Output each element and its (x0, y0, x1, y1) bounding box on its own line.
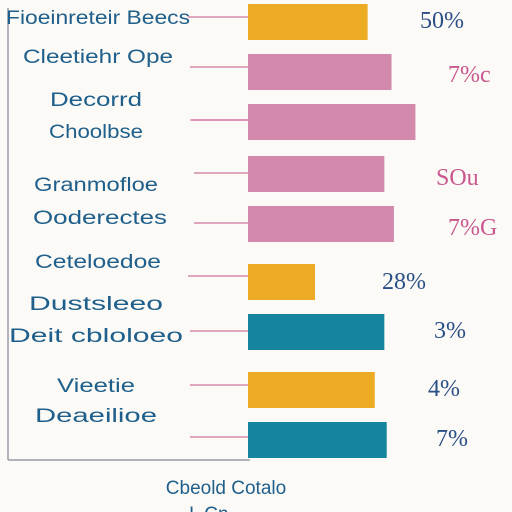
category-label: Deit cbloloeo (9, 326, 183, 347)
category-label: Ooderectes (33, 208, 167, 229)
bar (248, 156, 385, 192)
category-label: Choolbse (49, 122, 143, 143)
bar (248, 104, 416, 140)
value-label: 7%c (448, 62, 491, 88)
category-labels: Fioeinreteir Beecs Cleetiehr Ope Decorrd Ch… (6, 8, 190, 427)
value-label: 4% (428, 376, 460, 402)
bar (248, 422, 387, 458)
category-label: Cleetiehr Ope (23, 47, 173, 68)
x-axis-title: Cbeold Cotalo (166, 478, 286, 499)
bar (248, 372, 375, 408)
bar (248, 4, 368, 40)
category-label: Vieetie (57, 376, 135, 397)
category-label: Dustsleeo (29, 294, 163, 315)
value-label: 7% (436, 426, 468, 452)
bars (248, 4, 416, 458)
category-label: Ceteloedoe (35, 252, 161, 273)
x-axis-subtitle-fragment: L Cn . . . . (189, 504, 271, 512)
category-label: Granmofloe (34, 175, 158, 196)
value-label: 50% (420, 8, 464, 34)
value-label: SOu (436, 165, 479, 191)
bar (248, 314, 385, 350)
value-labels: 50% 7%c SOu 7%G 28% 3% 4% 7% (382, 8, 497, 452)
guide-lines (188, 16, 248, 438)
bar (248, 264, 315, 300)
value-label: 7%G (448, 215, 497, 241)
bar (248, 54, 392, 90)
value-label: 28% (382, 269, 426, 295)
category-label: Decorrd (50, 90, 142, 111)
category-label: Deaeilioe (35, 406, 157, 427)
bar (248, 206, 394, 242)
category-label: Fioeinreteir Beecs (6, 8, 190, 29)
value-label: 3% (434, 318, 466, 344)
